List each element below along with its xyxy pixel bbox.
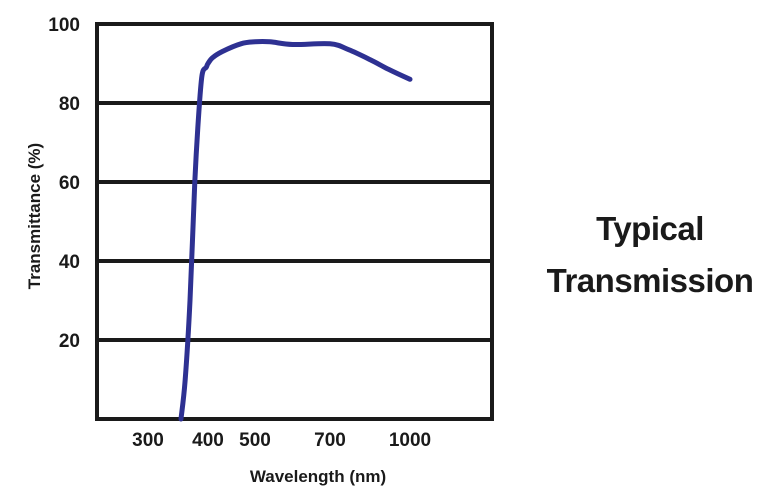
x-tick-label: 300 — [132, 430, 164, 451]
plot-border — [95, 22, 494, 421]
y-tick-label: 80 — [59, 94, 80, 115]
x-tick-label: 400 — [192, 430, 224, 451]
series-line-1 — [178, 38, 413, 422]
chart-side-title: Typical Transmission — [535, 203, 765, 307]
y-tick-label: 100 — [48, 15, 80, 36]
y-tick-labels: 20 40 60 80 100 — [48, 15, 80, 352]
x-tick-labels: 300 400 500 700 1000 — [132, 430, 431, 451]
plot-frame — [95, 22, 494, 421]
y-tick-label: 40 — [59, 252, 80, 273]
side-title-line-2: Transmission — [546, 262, 754, 299]
y-tick-label: 60 — [59, 173, 80, 194]
x-tick-label: 500 — [239, 430, 271, 451]
x-axis-label: Wavelength (nm) — [250, 467, 386, 486]
x-tick-label: 700 — [314, 430, 346, 451]
y-axis-label: Transmittance (%) — [25, 143, 44, 289]
y-tick-label: 20 — [59, 331, 80, 352]
x-tick-label: 1000 — [389, 430, 431, 451]
series-layer — [178, 38, 413, 422]
gridlines — [97, 101, 492, 342]
side-title-line-1: Typical — [596, 210, 704, 247]
